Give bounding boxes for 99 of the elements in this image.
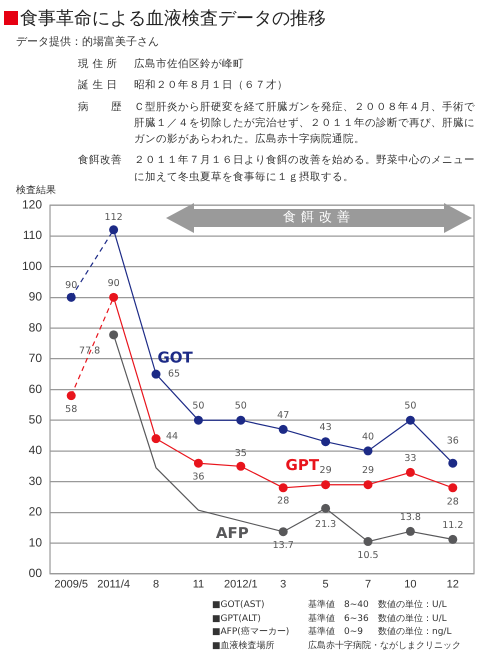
text: Ｃ型肝炎から肝硬変を経て肝臓ガンを発症、２００８年４月、手術で肝臓１／４を切除したが完治せず、２０１１年の診断で再び、肝臓にガンの影があらわれた。広島赤十字病院通院。 xyxy=(134,100,476,148)
text: 数値の単位：ng/L xyxy=(378,626,452,639)
point xyxy=(194,416,203,425)
data-label: 90 xyxy=(108,278,120,289)
data-label: 28 xyxy=(277,495,290,506)
point xyxy=(406,468,415,477)
text: 基準値 0~9 xyxy=(308,626,364,639)
point xyxy=(448,458,458,468)
x-tick-label: 3 xyxy=(280,578,286,590)
text: 数値の単位：U/L xyxy=(378,612,448,626)
data-label: 44 xyxy=(166,431,178,442)
point xyxy=(364,480,373,490)
series-label: GPT xyxy=(286,456,320,474)
data-label: 10.5 xyxy=(357,550,379,562)
data-label: 40 xyxy=(362,431,374,442)
y-tick-label: 00 xyxy=(28,566,42,580)
data-label: 13.7 xyxy=(272,540,294,552)
data-label: 58 xyxy=(65,404,78,416)
point xyxy=(278,527,288,536)
x-tick-label: 12 xyxy=(446,578,459,590)
point xyxy=(66,391,76,400)
text: ■血液検査場所 xyxy=(212,640,276,652)
text: 広島赤十字病院・ながしまクリニック xyxy=(308,640,462,652)
point xyxy=(448,483,458,492)
point xyxy=(66,292,76,302)
text: ■GOT(AST) xyxy=(212,599,266,612)
x-tick-label: 5 xyxy=(322,578,329,590)
y-tick-label: 100 xyxy=(22,258,42,273)
point xyxy=(109,330,118,340)
data-label: 29 xyxy=(320,465,332,476)
y-tick-label: 20 xyxy=(28,504,42,519)
point xyxy=(109,292,118,302)
point xyxy=(152,370,161,379)
series-label: AFP xyxy=(216,524,249,542)
point xyxy=(364,537,373,546)
point xyxy=(109,225,118,234)
data-label: 13.8 xyxy=(400,512,421,523)
x-tick-label: 8 xyxy=(152,578,160,590)
y-tick-label: 70 xyxy=(28,351,42,366)
point xyxy=(236,416,246,425)
data-label: 28 xyxy=(446,496,459,508)
data-label: 50 xyxy=(234,400,247,412)
text: 食餌改善 xyxy=(78,153,123,168)
y-tick-label: 10 xyxy=(28,535,42,550)
y-axis-title: 検査結果 xyxy=(16,184,56,197)
x-tick-label: 7 xyxy=(364,578,372,590)
data-label: 43 xyxy=(320,422,332,434)
text: ２０１１年７月１６日より食餌の改善を始める。野菜中心のメニューに加えて冬虫夏草を食事毎に１ｇ摂取する。 xyxy=(134,153,476,185)
point xyxy=(321,504,330,513)
data-label: 112 xyxy=(104,212,123,224)
data-label: 36 xyxy=(192,472,204,483)
data-label: 77.8 xyxy=(79,345,100,356)
point xyxy=(194,458,203,468)
text: 病 歴 xyxy=(78,100,123,115)
data-label: 36 xyxy=(446,436,459,447)
y-tick-label: 80 xyxy=(28,320,42,334)
y-tick-label: 50 xyxy=(28,412,42,427)
point xyxy=(278,483,288,492)
data-label: 65 xyxy=(168,368,180,380)
y-tick-label: 30 xyxy=(28,474,42,488)
point xyxy=(278,424,288,434)
data-label: 47 xyxy=(277,410,290,421)
data-label: 29 xyxy=(362,465,374,476)
data-label: 21.3 xyxy=(315,518,336,530)
text: 広島市佐伯区鈴が峰町 xyxy=(134,57,245,72)
x-tick-label: 10 xyxy=(404,578,417,590)
text: 誕 生 日 xyxy=(78,78,119,94)
data-label: 90 xyxy=(65,280,78,291)
point xyxy=(152,434,161,444)
y-tick-label: 40 xyxy=(28,443,42,458)
text: ■GPT(ALT) xyxy=(212,612,262,626)
text: 現 住 所 xyxy=(78,57,119,72)
chart-subtitle: データ提供：的場富美子さん xyxy=(16,34,159,49)
y-tick-label: 120 xyxy=(22,198,42,212)
point xyxy=(406,416,415,425)
x-tick-label: 2011/4 xyxy=(97,578,130,590)
y-tick-label: 60 xyxy=(28,382,42,396)
series-label: GOT xyxy=(157,348,194,367)
point xyxy=(448,534,458,544)
text: ■AFP(癌マーカー) xyxy=(212,626,290,639)
data-label: 33 xyxy=(404,452,416,464)
point xyxy=(236,462,246,471)
point xyxy=(321,480,330,490)
point xyxy=(364,446,373,456)
data-label: 50 xyxy=(404,400,416,412)
text: 基準値 6~36 xyxy=(308,612,370,626)
x-tick-label: 2012/1 xyxy=(224,578,258,590)
chart-title: 食事革命による血液検査データの推移 xyxy=(20,7,326,30)
y-tick-label: 90 xyxy=(28,290,42,304)
point xyxy=(321,437,330,446)
x-tick-label: 11 xyxy=(192,578,204,590)
data-label: 50 xyxy=(192,400,204,412)
text: 数値の単位：U/L xyxy=(378,599,448,612)
x-tick-label: 2009/5 xyxy=(54,578,88,590)
data-label: 11.2 xyxy=(442,520,464,531)
y-tick-label: 110 xyxy=(22,228,42,242)
point xyxy=(406,526,415,536)
text: 基準値 8~40 xyxy=(308,599,370,612)
text: 昭和２０年８月１日（６７才） xyxy=(134,78,289,94)
